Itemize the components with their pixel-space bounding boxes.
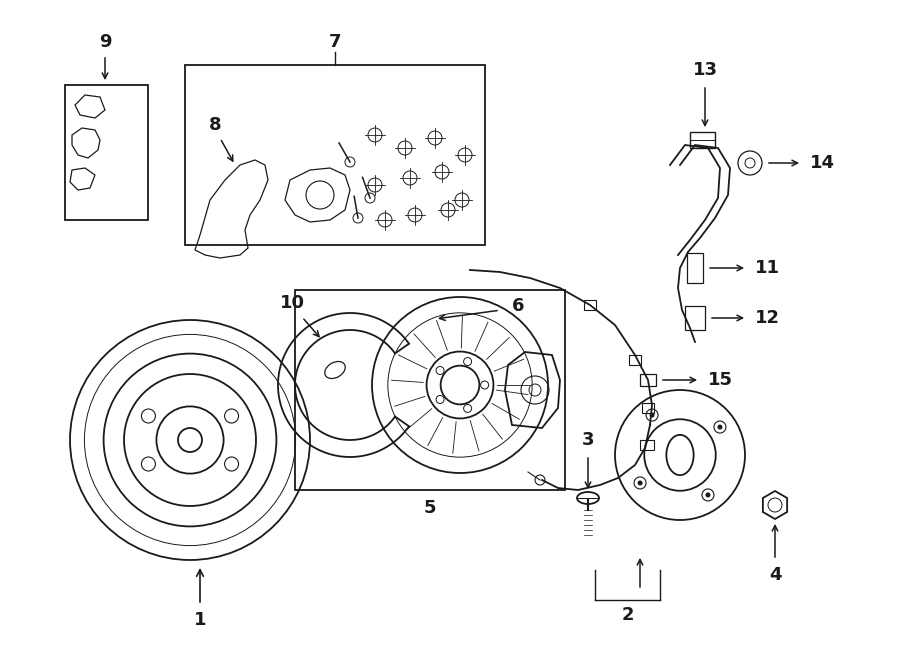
Bar	[584, 300, 596, 310]
Text: 8: 8	[209, 116, 221, 134]
Text: 10: 10	[280, 294, 304, 312]
Text: 6: 6	[512, 297, 524, 315]
Circle shape	[717, 424, 723, 430]
Bar	[629, 355, 641, 365]
Text: 7: 7	[328, 33, 341, 51]
Bar	[640, 440, 654, 450]
Bar	[295, 290, 565, 490]
Bar	[65, 85, 148, 220]
Text: 11: 11	[754, 259, 779, 277]
Bar	[690, 132, 715, 148]
Text: 4: 4	[769, 566, 781, 584]
Text: 5: 5	[424, 499, 436, 517]
Text: 1: 1	[194, 611, 206, 629]
Circle shape	[637, 481, 643, 485]
Text: 13: 13	[692, 61, 717, 79]
Text: 14: 14	[809, 154, 834, 172]
Circle shape	[650, 412, 654, 418]
Text: 9: 9	[99, 33, 112, 51]
Text: 3: 3	[581, 431, 594, 449]
Bar	[640, 374, 656, 386]
Circle shape	[535, 475, 545, 485]
Bar	[185, 65, 485, 245]
Bar	[642, 403, 654, 413]
Text: 2: 2	[622, 606, 634, 624]
Text: 12: 12	[754, 309, 779, 327]
Bar	[685, 306, 705, 330]
Text: 15: 15	[707, 371, 733, 389]
Circle shape	[706, 492, 710, 498]
